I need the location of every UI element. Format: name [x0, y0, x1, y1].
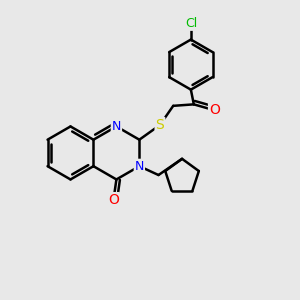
Text: Cl: Cl [185, 17, 197, 30]
Text: O: O [209, 103, 220, 117]
Text: N: N [112, 120, 121, 133]
Text: S: S [156, 118, 164, 132]
Text: O: O [108, 193, 119, 207]
Text: N: N [135, 160, 144, 173]
